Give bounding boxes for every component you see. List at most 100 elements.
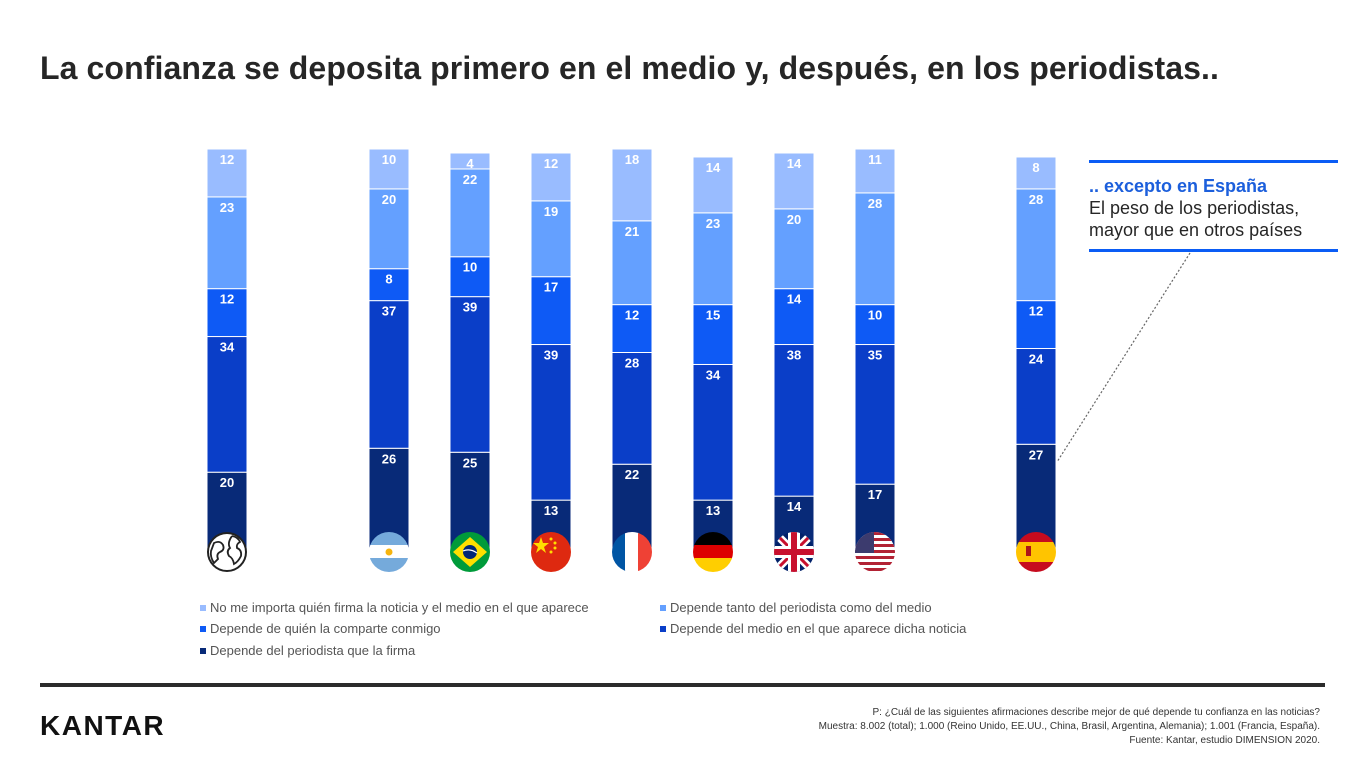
bar-segment — [530, 344, 572, 501]
callout-connector — [1056, 252, 1191, 463]
bar-value-label: 17 — [868, 487, 882, 502]
bar-segment — [692, 304, 734, 365]
bar-segment — [206, 336, 248, 473]
divider-rule — [40, 683, 1325, 687]
legend-item: Depende de quién la comparte conmigo — [200, 621, 441, 636]
footnote-sample: Muestra: 8.002 (total); 1.000 (Reino Uni… — [818, 721, 1320, 732]
callout-line-2: mayor que en otros países — [1089, 220, 1303, 240]
bar-value-label: 10 — [868, 308, 882, 323]
bar-segment — [854, 344, 896, 485]
flag-germany-icon — [693, 532, 733, 572]
bar-value-label: 21 — [625, 224, 639, 239]
bar-value-label: 39 — [463, 300, 477, 315]
legend-label: No me importa quién firma la noticia y e… — [210, 600, 589, 615]
bar-value-label: 14 — [787, 156, 802, 171]
bar-segment — [368, 268, 410, 302]
bar-value-label: 14 — [706, 160, 721, 175]
bar-segment — [368, 300, 410, 449]
bar-segment — [854, 148, 896, 194]
legend-swatch — [200, 625, 206, 632]
bar-segment — [530, 152, 572, 202]
flag-france-icon — [612, 532, 652, 572]
bar-value-label: 28 — [868, 196, 882, 211]
bar-value-label: 20 — [220, 475, 234, 490]
bar-value-label: 39 — [544, 348, 558, 363]
flags-group — [207, 532, 1056, 572]
legend-item: Depende tanto del periodista como del me… — [660, 600, 932, 615]
legend-swatch — [660, 604, 666, 611]
bar-value-label: 14 — [787, 292, 802, 307]
bar-value-label: 38 — [787, 348, 801, 363]
legend-item: Depende del medio en el que aparece dich… — [660, 621, 966, 636]
bar-value-label: 24 — [1029, 352, 1044, 367]
bar-value-label: 12 — [220, 152, 234, 167]
page-title: La confianza se deposita primero en el m… — [40, 50, 1219, 86]
bar-segment — [773, 288, 815, 346]
bar-segment — [206, 196, 248, 290]
bar-value-label: 18 — [625, 152, 639, 167]
legend-label: Depende del medio en el que aparece dich… — [670, 621, 967, 636]
bar-value-label: 28 — [1029, 192, 1043, 207]
bar-value-label: 12 — [1029, 304, 1043, 319]
legend-label: Depende del periodista que la firma — [210, 643, 416, 658]
kantar-logo: KANTAR — [40, 710, 166, 741]
flag-spain-icon — [1016, 532, 1056, 572]
bar-segment — [854, 192, 896, 306]
bar-value-label: 28 — [625, 356, 639, 371]
bar-value-label: 15 — [706, 308, 720, 323]
bar-segment — [1015, 156, 1057, 190]
bar-value-label: 26 — [382, 451, 396, 466]
flag-uk-icon — [774, 532, 814, 572]
bar-value-label: 10 — [382, 152, 396, 167]
flag-china-icon — [531, 532, 571, 572]
bar-value-label: 4 — [466, 156, 474, 171]
bar-segment — [449, 296, 491, 453]
bar-segment — [530, 200, 572, 278]
bar-value-label: 23 — [220, 200, 234, 215]
bar-value-label: 13 — [544, 503, 558, 518]
bar-value-label: 10 — [463, 260, 477, 275]
bar-segment — [611, 352, 653, 465]
bar-value-label: 12 — [220, 292, 234, 307]
bar-segment — [1015, 300, 1057, 350]
stacked-bar-chart: 2034122312263782010253910224133917191222… — [206, 148, 1191, 572]
legend-swatch — [200, 604, 206, 611]
legend-label: Depende tanto del periodista como del me… — [670, 600, 932, 615]
globe-icon — [207, 532, 247, 572]
bar-value-label: 12 — [625, 308, 639, 323]
bar-segment — [368, 188, 410, 270]
bar-segment — [611, 220, 653, 306]
flag-brazil-icon — [450, 532, 490, 572]
bar-value-label: 20 — [787, 212, 801, 227]
bars-group: 2034122312263782010253910224133917191222… — [206, 148, 1057, 553]
bar-value-label: 14 — [787, 499, 802, 514]
footnote-source: Fuente: Kantar, estudio DIMENSION 2020. — [1129, 735, 1320, 746]
callout-line-1: El peso de los periodistas, — [1089, 198, 1300, 218]
bar-value-label: 12 — [544, 156, 558, 171]
bar-value-label: 22 — [625, 467, 639, 482]
bar-segment — [773, 152, 815, 210]
bar-value-label: 19 — [544, 204, 558, 219]
bar-value-label: 34 — [706, 367, 721, 382]
legend-item: No me importa quién firma la noticia y e… — [200, 600, 589, 615]
bar-segment — [1015, 348, 1057, 445]
bar-segment — [692, 363, 734, 501]
spain-callout: .. excepto en España El peso de los peri… — [1089, 160, 1338, 252]
legend-item: Depende del periodista que la firma — [200, 643, 415, 658]
bar-segment — [449, 152, 491, 170]
footnote-question: P: ¿Cuál de las siguientes afirmaciones … — [872, 707, 1321, 718]
bar-segment — [206, 148, 248, 198]
bar-value-label: 37 — [382, 304, 396, 319]
bar-value-label: 8 — [385, 272, 392, 287]
bar-segment — [449, 168, 491, 258]
bar-value-label: 25 — [463, 455, 477, 470]
bar-value-label: 35 — [868, 348, 882, 363]
bar-value-label: 22 — [463, 172, 477, 187]
bar-value-label: 17 — [544, 280, 558, 295]
bar-segment — [773, 344, 815, 497]
bar-value-label: 20 — [382, 192, 396, 207]
bar-value-label: 27 — [1029, 447, 1043, 462]
flag-argentina-icon — [369, 532, 409, 572]
bar-value-label: 23 — [706, 216, 720, 231]
bar-segment — [611, 148, 653, 222]
